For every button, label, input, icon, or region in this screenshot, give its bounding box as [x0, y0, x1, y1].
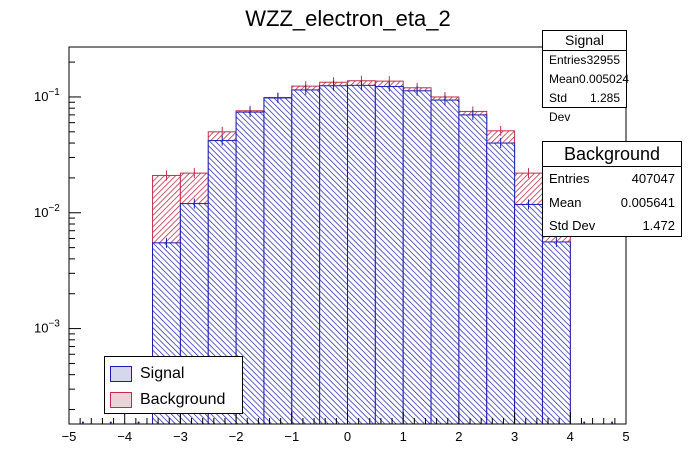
error-bars	[81, 75, 614, 424]
legend-label-background: Background	[140, 391, 226, 408]
histogram-bar	[347, 84, 376, 424]
histogram-bar	[541, 241, 571, 424]
stats-value: 0.005024	[579, 72, 630, 86]
signal-stats-title: Signal	[543, 31, 626, 51]
x-tick-label: −1	[284, 429, 299, 444]
stats-value: 1.285	[589, 91, 620, 105]
y-tick-label: 10−1	[34, 87, 60, 104]
empty-bin-marker	[137, 421, 140, 424]
x-tick-label: 2	[455, 429, 462, 444]
y-tick-label: 10−2	[34, 203, 60, 220]
histogram-bar	[319, 85, 348, 424]
stats-value: 1.472	[642, 218, 675, 234]
stats-row: Entries 407047	[543, 167, 681, 191]
histogram-bar	[430, 99, 460, 424]
x-tick-label: −5	[62, 429, 77, 444]
x-tick-label: −3	[173, 429, 188, 444]
x-tick-label: 4	[567, 429, 574, 444]
y-tick-label: 10−3	[34, 319, 60, 336]
histogram-bar	[291, 89, 321, 424]
legend-swatch-signal	[110, 366, 132, 382]
histogram-bar	[486, 142, 516, 424]
stats-value: 0.005641	[620, 194, 675, 210]
signal-stats-box: Signal Entries 32955 Mean 0.005024 Std D…	[542, 30, 630, 124]
x-axis: −5 −4 −3 −2 −1 0 1 2 3 4 5	[62, 412, 630, 444]
histogram-bar	[458, 114, 488, 424]
stats-value: 407047	[631, 171, 675, 186]
stats-label: Entries	[549, 171, 590, 186]
background-stats-box: Background Entries 407047 Mean 0.005641 …	[542, 141, 682, 237]
x-tick-label: −2	[229, 429, 244, 444]
histogram-bar	[263, 97, 293, 424]
legend-entry-background: Background	[105, 388, 225, 412]
stats-row: Std Dev 1.285	[543, 89, 626, 124]
stats-row: Entries 32955	[543, 51, 626, 70]
histogram-bar	[374, 86, 404, 424]
histogram-bar	[402, 90, 432, 424]
chart-title: WZZ_electron_eta_2	[245, 6, 450, 31]
stats-label: Std Dev	[549, 91, 571, 124]
legend-label-signal: Signal	[140, 365, 185, 382]
stats-label: Entries	[549, 53, 587, 67]
empty-bin-marker	[583, 421, 586, 424]
empty-bin-marker	[109, 421, 112, 424]
background-stats-title: Background	[543, 142, 681, 167]
stats-row: Std Dev 1.472	[543, 214, 681, 238]
y-axis: 10−3 10−2 10−1	[34, 61, 81, 411]
stats-label: Mean	[549, 72, 580, 86]
stats-label: Std Dev	[549, 218, 596, 234]
empty-bin-marker	[81, 421, 84, 424]
histogram-bar	[514, 203, 543, 424]
legend: Signal Background	[104, 356, 243, 414]
legend-swatch-background	[110, 392, 132, 408]
stats-row: Mean 0.005024	[543, 70, 630, 89]
x-tick-label: 5	[622, 429, 629, 444]
x-tick-label: −4	[117, 429, 132, 444]
x-tick-label: 0	[344, 429, 351, 444]
stats-value: 32955	[586, 53, 620, 67]
x-tick-label: 1	[400, 429, 407, 444]
x-tick-label: 3	[511, 429, 518, 444]
stats-row: Mean 0.005641	[543, 191, 681, 215]
legend-entry-signal: Signal	[105, 362, 184, 386]
empty-bin-marker	[611, 421, 614, 424]
stats-label: Mean	[549, 194, 582, 210]
